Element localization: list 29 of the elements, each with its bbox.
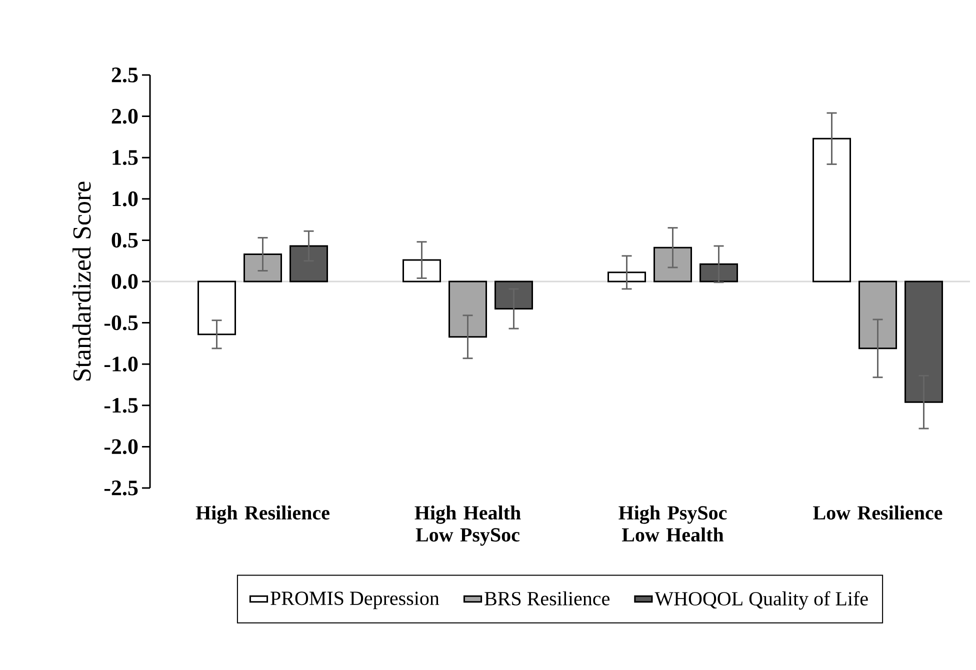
legend-label: WHOQOL Quality of Life [654, 591, 868, 610]
bar [812, 138, 852, 282]
bar [402, 259, 442, 282]
y-tick-label: 2.0 [112, 108, 138, 124]
x-tick-label: High Resilience [196, 506, 330, 524]
y-tick-label: -0.5 [104, 315, 138, 330]
y-tick-label: -2.0 [104, 439, 138, 454]
bar [198, 280, 236, 336]
bar [448, 280, 488, 338]
bar [858, 280, 898, 350]
legend-label: PROMIS Depression [270, 592, 440, 610]
y-tick-label: -2.5 [104, 480, 138, 496]
y-tick-label: 1.0 [112, 191, 138, 206]
x-tick-label: Low Resilience [813, 506, 942, 520]
bar [608, 272, 646, 282]
y-tick-label: 0.5 [112, 232, 138, 248]
y-tick-label: 0.0 [112, 274, 138, 289]
y-tick-label: -1.5 [104, 398, 138, 413]
bar [700, 263, 738, 282]
y-tick-label: 1.5 [112, 150, 138, 166]
x-tick-label: High Health Low PsySoc [414, 506, 521, 546]
bar [904, 280, 944, 403]
legend-label: BRS Resilience [484, 591, 610, 606]
y-axis-title: Standardized Score [72, 182, 91, 380]
bar [244, 253, 282, 282]
y-tick-label: 2.5 [112, 68, 138, 82]
x-tick-label: High PsySoc Low Health [618, 506, 727, 542]
bar [290, 245, 328, 282]
y-tick-label: -1.0 [104, 356, 138, 372]
